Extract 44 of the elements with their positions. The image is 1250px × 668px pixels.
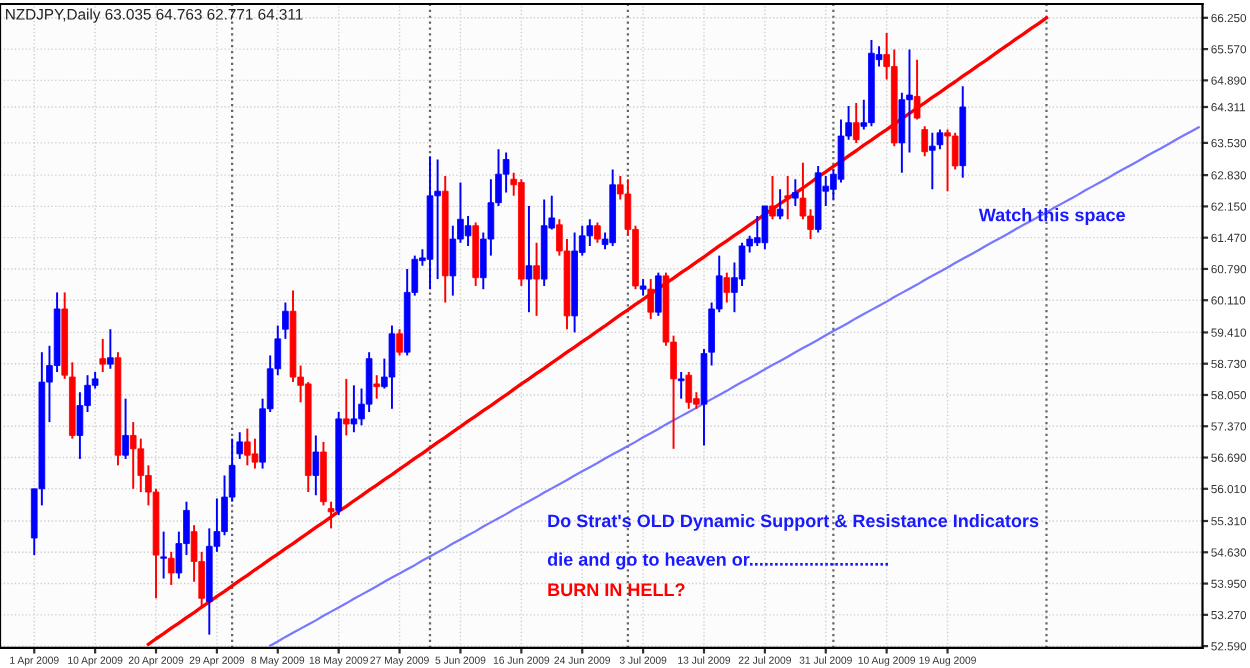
candlestick xyxy=(921,125,929,158)
candlestick xyxy=(929,131,936,191)
candlestick xyxy=(350,384,358,434)
candlestick xyxy=(913,58,921,121)
candlestick xyxy=(769,175,776,221)
candlestick xyxy=(723,271,731,304)
candlestick xyxy=(388,324,396,410)
annotation: Do Strat's OLD Dynamic Support & Resistance Indicators xyxy=(548,513,1039,531)
candlestick xyxy=(792,178,799,207)
candlestick xyxy=(396,328,403,357)
candlestick xyxy=(99,337,107,373)
candlestick xyxy=(594,221,601,244)
candlestick xyxy=(761,204,769,251)
candlestick xyxy=(533,241,540,317)
line-series xyxy=(269,126,1200,647)
candlestick xyxy=(373,374,381,400)
candlestick xyxy=(738,241,746,287)
candlestick xyxy=(312,434,320,497)
candlestick xyxy=(685,371,693,410)
candlestick xyxy=(464,215,472,247)
candlestick xyxy=(647,278,655,321)
candlestick xyxy=(76,391,84,460)
candlestick xyxy=(244,427,251,467)
candlestick xyxy=(655,271,662,317)
candlestick xyxy=(129,421,137,490)
candlestick xyxy=(342,377,350,437)
candlestick xyxy=(677,371,685,400)
candlestick xyxy=(122,397,129,460)
annotation: BURN IN HELL? xyxy=(548,583,685,597)
candlestick xyxy=(251,437,259,470)
candlestick xyxy=(365,351,373,413)
candlestick xyxy=(784,175,792,221)
candlestick xyxy=(852,101,860,144)
candlestick xyxy=(434,158,441,281)
annotation: die and go to heaven or............................ xyxy=(547,552,889,570)
candlestick xyxy=(167,550,175,586)
candlestick xyxy=(160,530,167,580)
annotation: Watch this space xyxy=(978,208,1125,225)
candlestick xyxy=(525,204,533,314)
candlestick xyxy=(107,328,114,370)
candlestick xyxy=(944,128,951,193)
candlestick xyxy=(898,91,906,174)
candlestick xyxy=(327,500,335,530)
candlestick xyxy=(776,188,784,221)
